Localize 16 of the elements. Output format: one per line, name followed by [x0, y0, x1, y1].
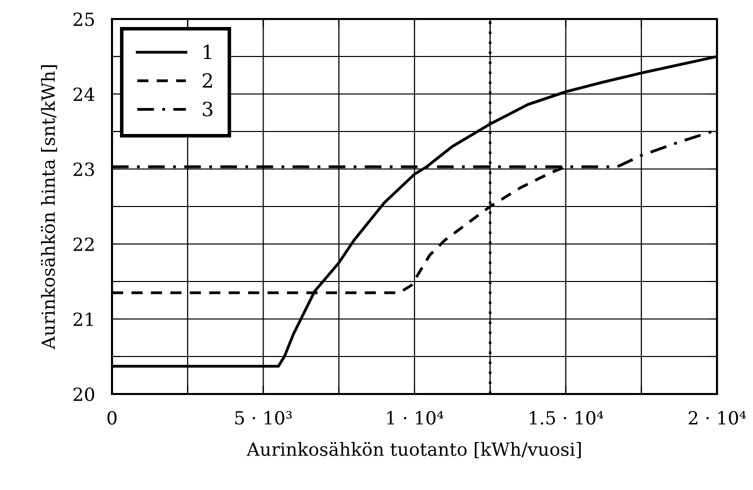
x-tick-label: 0 [107, 410, 117, 425]
y-tick-label: 20 [74, 387, 94, 402]
y-tick-label: 25 [74, 12, 94, 26]
y-tick-label: 21 [74, 312, 93, 326]
x-tick-label: 5 · 10³ [235, 410, 292, 425]
legend-label: 2 [202, 73, 212, 88]
legend-label: 1 [204, 44, 212, 60]
x-tick-label: 1.5 · 10⁴ [530, 410, 604, 425]
y-tick-label: 22 [74, 237, 94, 251]
legend-label: 3 [202, 102, 212, 116]
x-tick-label: 2 · 10⁴ [688, 410, 746, 425]
y-axis-title: Aurinkosähkön hinta [snt/kWh] [40, 65, 58, 350]
x-tick-label: 1 · 10⁴ [387, 410, 444, 425]
x-axis-title: Aurinkosähkön tuotanto [kWh/vuosi] [246, 442, 581, 458]
y-tick-label: 24 [74, 87, 94, 101]
y-tick-label: 23 [74, 162, 94, 176]
